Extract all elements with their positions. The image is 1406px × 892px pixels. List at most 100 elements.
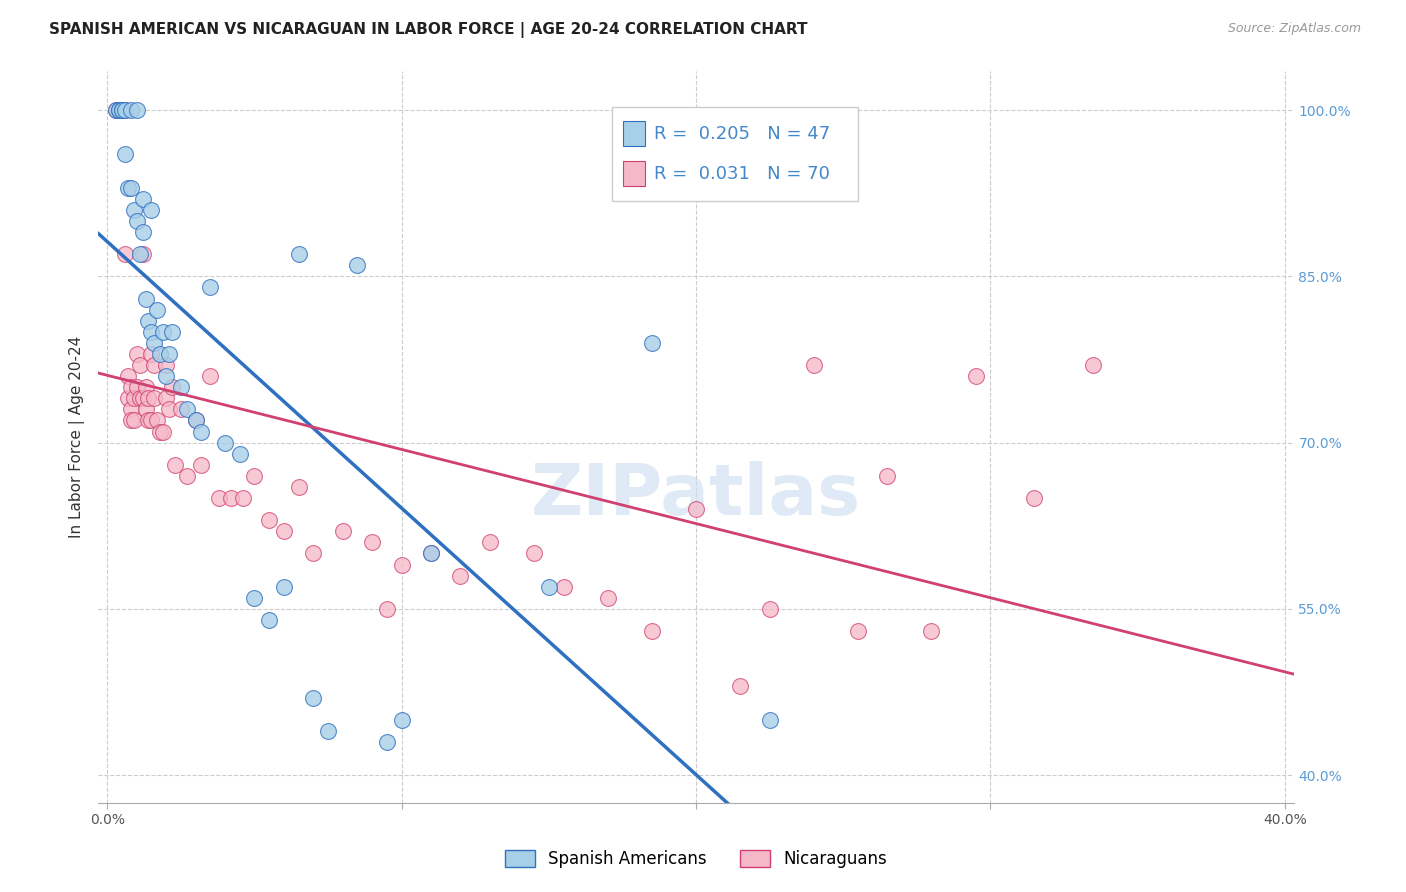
Text: R =  0.031   N = 70: R = 0.031 N = 70 [654,165,830,183]
Point [114,247,136,261]
Point [160,380,183,394]
Point [302,690,325,705]
Point [138,413,160,427]
Point [157,402,180,417]
Point [149,347,172,361]
Point [596,591,619,605]
Point [155,369,177,384]
Point [920,624,942,638]
Point [114,103,136,117]
Point [138,392,160,406]
Point [332,524,354,539]
Point [108,103,131,117]
Point [287,480,309,494]
Point [105,103,128,117]
Point [243,591,266,605]
Point [120,180,142,194]
Point [257,613,280,627]
Text: R =  0.205   N = 47: R = 0.205 N = 47 [654,125,830,143]
Point [128,247,150,261]
Point [273,580,295,594]
Point [141,202,163,217]
Point [170,402,193,417]
Point [170,380,193,394]
Point [243,468,266,483]
Text: ZIPatlas: ZIPatlas [531,461,860,530]
Point [155,358,177,372]
Point [553,580,575,594]
Point [143,392,166,406]
Point [641,335,664,350]
Point [141,413,163,427]
Point [134,380,156,394]
Point [228,447,250,461]
Point [105,103,128,117]
Point [420,546,443,560]
Point [375,602,398,616]
Point [155,392,177,406]
Point [149,425,172,439]
Point [478,535,501,549]
Point [346,258,368,272]
Point [111,103,134,117]
Point [143,358,166,372]
Point [728,680,751,694]
Point [120,402,142,417]
Point [537,580,560,594]
Point [214,435,236,450]
Legend: Spanish Americans, Nicaraguans: Spanish Americans, Nicaraguans [498,844,894,875]
Point [273,524,295,539]
Point [146,413,169,427]
Point [176,468,198,483]
Point [114,103,136,117]
Point [391,713,413,727]
Point [758,713,780,727]
Point [758,602,780,616]
Point [190,458,212,472]
Point [846,624,869,638]
Point [117,369,139,384]
Point [375,735,398,749]
Point [111,103,134,117]
Point [232,491,254,505]
Point [141,347,163,361]
Point [117,180,139,194]
Point [108,103,131,117]
Point [134,402,156,417]
Point [134,292,156,306]
Point [1083,358,1105,372]
Point [163,458,186,472]
Point [257,513,280,527]
Y-axis label: In Labor Force | Age 20-24: In Labor Force | Age 20-24 [69,336,84,538]
Point [176,402,198,417]
Point [131,192,153,206]
Point [111,103,134,117]
Point [219,491,242,505]
Point [141,325,163,339]
Point [131,392,153,406]
Text: Source: ZipAtlas.com: Source: ZipAtlas.com [1227,22,1361,36]
Point [152,425,174,439]
Point [208,491,231,505]
Point [450,568,472,582]
Point [125,103,148,117]
Point [641,624,664,638]
Point [128,392,150,406]
Point [108,103,131,117]
Point [420,546,443,560]
Point [122,392,145,406]
Point [391,558,413,572]
Point [316,723,339,738]
Point [131,225,153,239]
Point [184,413,207,427]
Point [876,468,898,483]
Point [122,413,145,427]
Point [361,535,384,549]
Point [125,214,148,228]
Point [120,103,142,117]
Point [200,369,222,384]
Text: SPANISH AMERICAN VS NICARAGUAN IN LABOR FORCE | AGE 20-24 CORRELATION CHART: SPANISH AMERICAN VS NICARAGUAN IN LABOR … [49,22,807,38]
Point [965,369,987,384]
Point [1024,491,1046,505]
Point [108,103,131,117]
